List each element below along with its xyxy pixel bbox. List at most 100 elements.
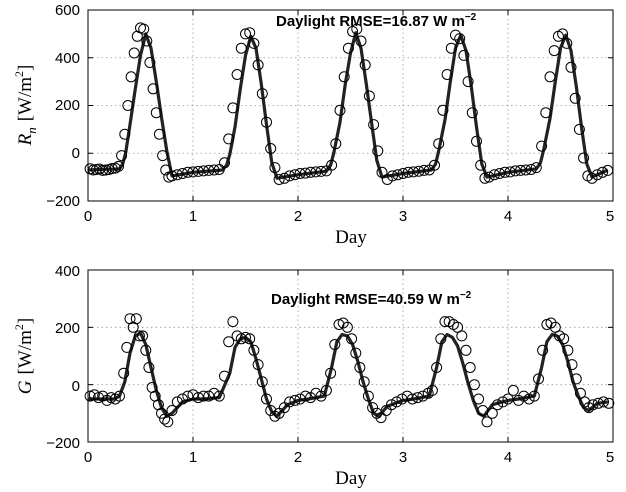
rn-observed-point — [256, 88, 268, 100]
g-ylabel-bracket: ] — [15, 318, 36, 324]
rn-observed-point — [355, 35, 367, 47]
g-xtick-label: 2 — [294, 449, 302, 466]
g-observed-point — [219, 370, 230, 382]
g-observed-point — [507, 384, 519, 396]
g-observed-point — [537, 344, 549, 356]
g-observed-point — [192, 392, 204, 404]
rn-observed-point — [413, 165, 425, 177]
rn-xtick-label: 2 — [294, 208, 302, 225]
rn-ylabel-subscript: n — [24, 127, 39, 134]
rn-observed-point — [315, 165, 327, 177]
rn-observed-point — [433, 138, 445, 150]
rn-observed-point — [483, 171, 495, 183]
rn-observed-point — [445, 42, 457, 54]
rn-observed-point — [402, 166, 414, 178]
g-observed-point — [566, 359, 578, 371]
rn-y-axis-title: Rn [W/m2] — [12, 65, 39, 147]
g-observed-point — [244, 333, 256, 345]
rn-observed-point — [252, 59, 264, 71]
g-observed-point — [533, 373, 544, 385]
g-observed-point — [289, 394, 301, 406]
g-xtick-label: 3 — [399, 449, 407, 466]
g-observed-point — [579, 396, 591, 408]
g-observed-point — [341, 321, 353, 333]
g-observed-point — [198, 390, 209, 402]
g-observed-point — [235, 333, 247, 345]
g-ticks — [87, 269, 614, 443]
g-ylabel-symbol: G — [15, 380, 36, 394]
rn-x-axis-title: Day — [335, 227, 367, 248]
g-observed-point — [294, 393, 306, 405]
g-panel: 400 200 0 −200 0 1 2 3 4 5 Day G[W/m2] D… — [12, 263, 615, 489]
g-observed-point — [386, 399, 397, 411]
rn-observed-point — [269, 162, 281, 174]
g-observed-point — [362, 390, 374, 402]
g-observed-point — [545, 317, 557, 329]
rn-observed-point — [235, 42, 247, 54]
g-observed-point — [468, 379, 480, 391]
g-ylabel-exponent: 2 — [12, 324, 26, 330]
rn-observed-point — [392, 169, 404, 181]
rn-observed-point — [397, 168, 409, 179]
rn-observed-point — [125, 71, 137, 83]
rn-observed-point — [330, 138, 342, 150]
g-observed-point — [417, 390, 429, 402]
g-observed-point — [406, 393, 418, 405]
rn-observed-point — [504, 166, 516, 178]
rn-observed-point — [488, 169, 500, 181]
rn-observed-point — [144, 57, 156, 68]
rn-observed-point — [591, 169, 603, 181]
rn-observed-point — [141, 35, 153, 47]
g-observed-point — [265, 405, 277, 416]
g-observed-point — [464, 362, 476, 373]
g-observed-point — [460, 344, 472, 356]
rn-observed-point — [157, 150, 169, 162]
rn-observed-point — [240, 28, 251, 40]
rn-observed-point — [192, 165, 204, 177]
g-observed-point — [549, 321, 561, 333]
g-observed-points — [84, 313, 615, 428]
rn-observed-point — [182, 166, 194, 178]
rn-observed-point — [515, 164, 527, 176]
g-observed-point — [166, 405, 178, 416]
rn-observed-point — [548, 45, 560, 57]
rn-panel: 600 400 200 0 −200 0 1 2 3 4 5 Day Rn [W/… — [12, 2, 614, 248]
g-ytick-label: 0 — [72, 378, 80, 395]
g-observed-point — [162, 416, 174, 428]
rn-xtick-label: 0 — [84, 208, 92, 225]
rn-rmse-exponent: −2 — [465, 12, 477, 23]
g-observed-point — [329, 339, 341, 350]
g-observed-point — [137, 330, 149, 342]
rn-observed-point — [305, 166, 317, 178]
rn-rmse-text: Daylight RMSE=16.87 W m — [276, 13, 465, 30]
rn-observed-point — [208, 164, 220, 176]
g-ytick-label: −200 — [46, 435, 80, 452]
rn-observed-point — [203, 164, 215, 176]
g-observed-point — [391, 396, 403, 408]
g-xtick-label: 4 — [504, 449, 512, 466]
g-observed-point — [140, 344, 152, 356]
g-observed-point — [240, 331, 251, 343]
g-observed-point — [587, 399, 599, 411]
g-observed-point — [523, 393, 535, 405]
rn-model-lines — [87, 31, 609, 180]
g-observed-point — [261, 393, 272, 405]
rn-observed-point — [116, 150, 128, 162]
rn-observed-point — [128, 47, 140, 59]
g-observed-point — [177, 393, 188, 405]
rn-observed-point — [359, 59, 371, 71]
g-ytick-label: 400 — [55, 263, 80, 280]
g-observed-point — [121, 341, 133, 353]
rn-observed-point — [597, 166, 608, 178]
rn-observed-point — [454, 33, 466, 45]
g-observed-point — [159, 413, 171, 425]
g-observed-point — [575, 387, 586, 399]
g-observed-point — [248, 344, 260, 356]
rn-observed-point — [147, 83, 159, 95]
rn-observed-point — [278, 172, 290, 184]
rn-observed-point — [273, 174, 285, 185]
rn-observed-point — [198, 165, 209, 177]
rn-model-series-line — [87, 31, 609, 180]
rn-ytick-label: 0 — [72, 145, 80, 162]
